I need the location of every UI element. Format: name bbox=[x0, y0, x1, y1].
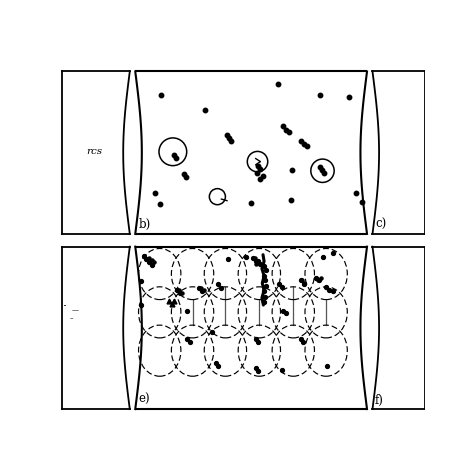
Text: —: — bbox=[72, 308, 79, 313]
Text: –: – bbox=[70, 315, 73, 321]
Text: b): b) bbox=[138, 218, 150, 231]
Text: rcs: rcs bbox=[87, 146, 103, 155]
Text: f): f) bbox=[375, 393, 384, 407]
Text: c): c) bbox=[375, 219, 386, 231]
Text: e): e) bbox=[138, 393, 150, 406]
